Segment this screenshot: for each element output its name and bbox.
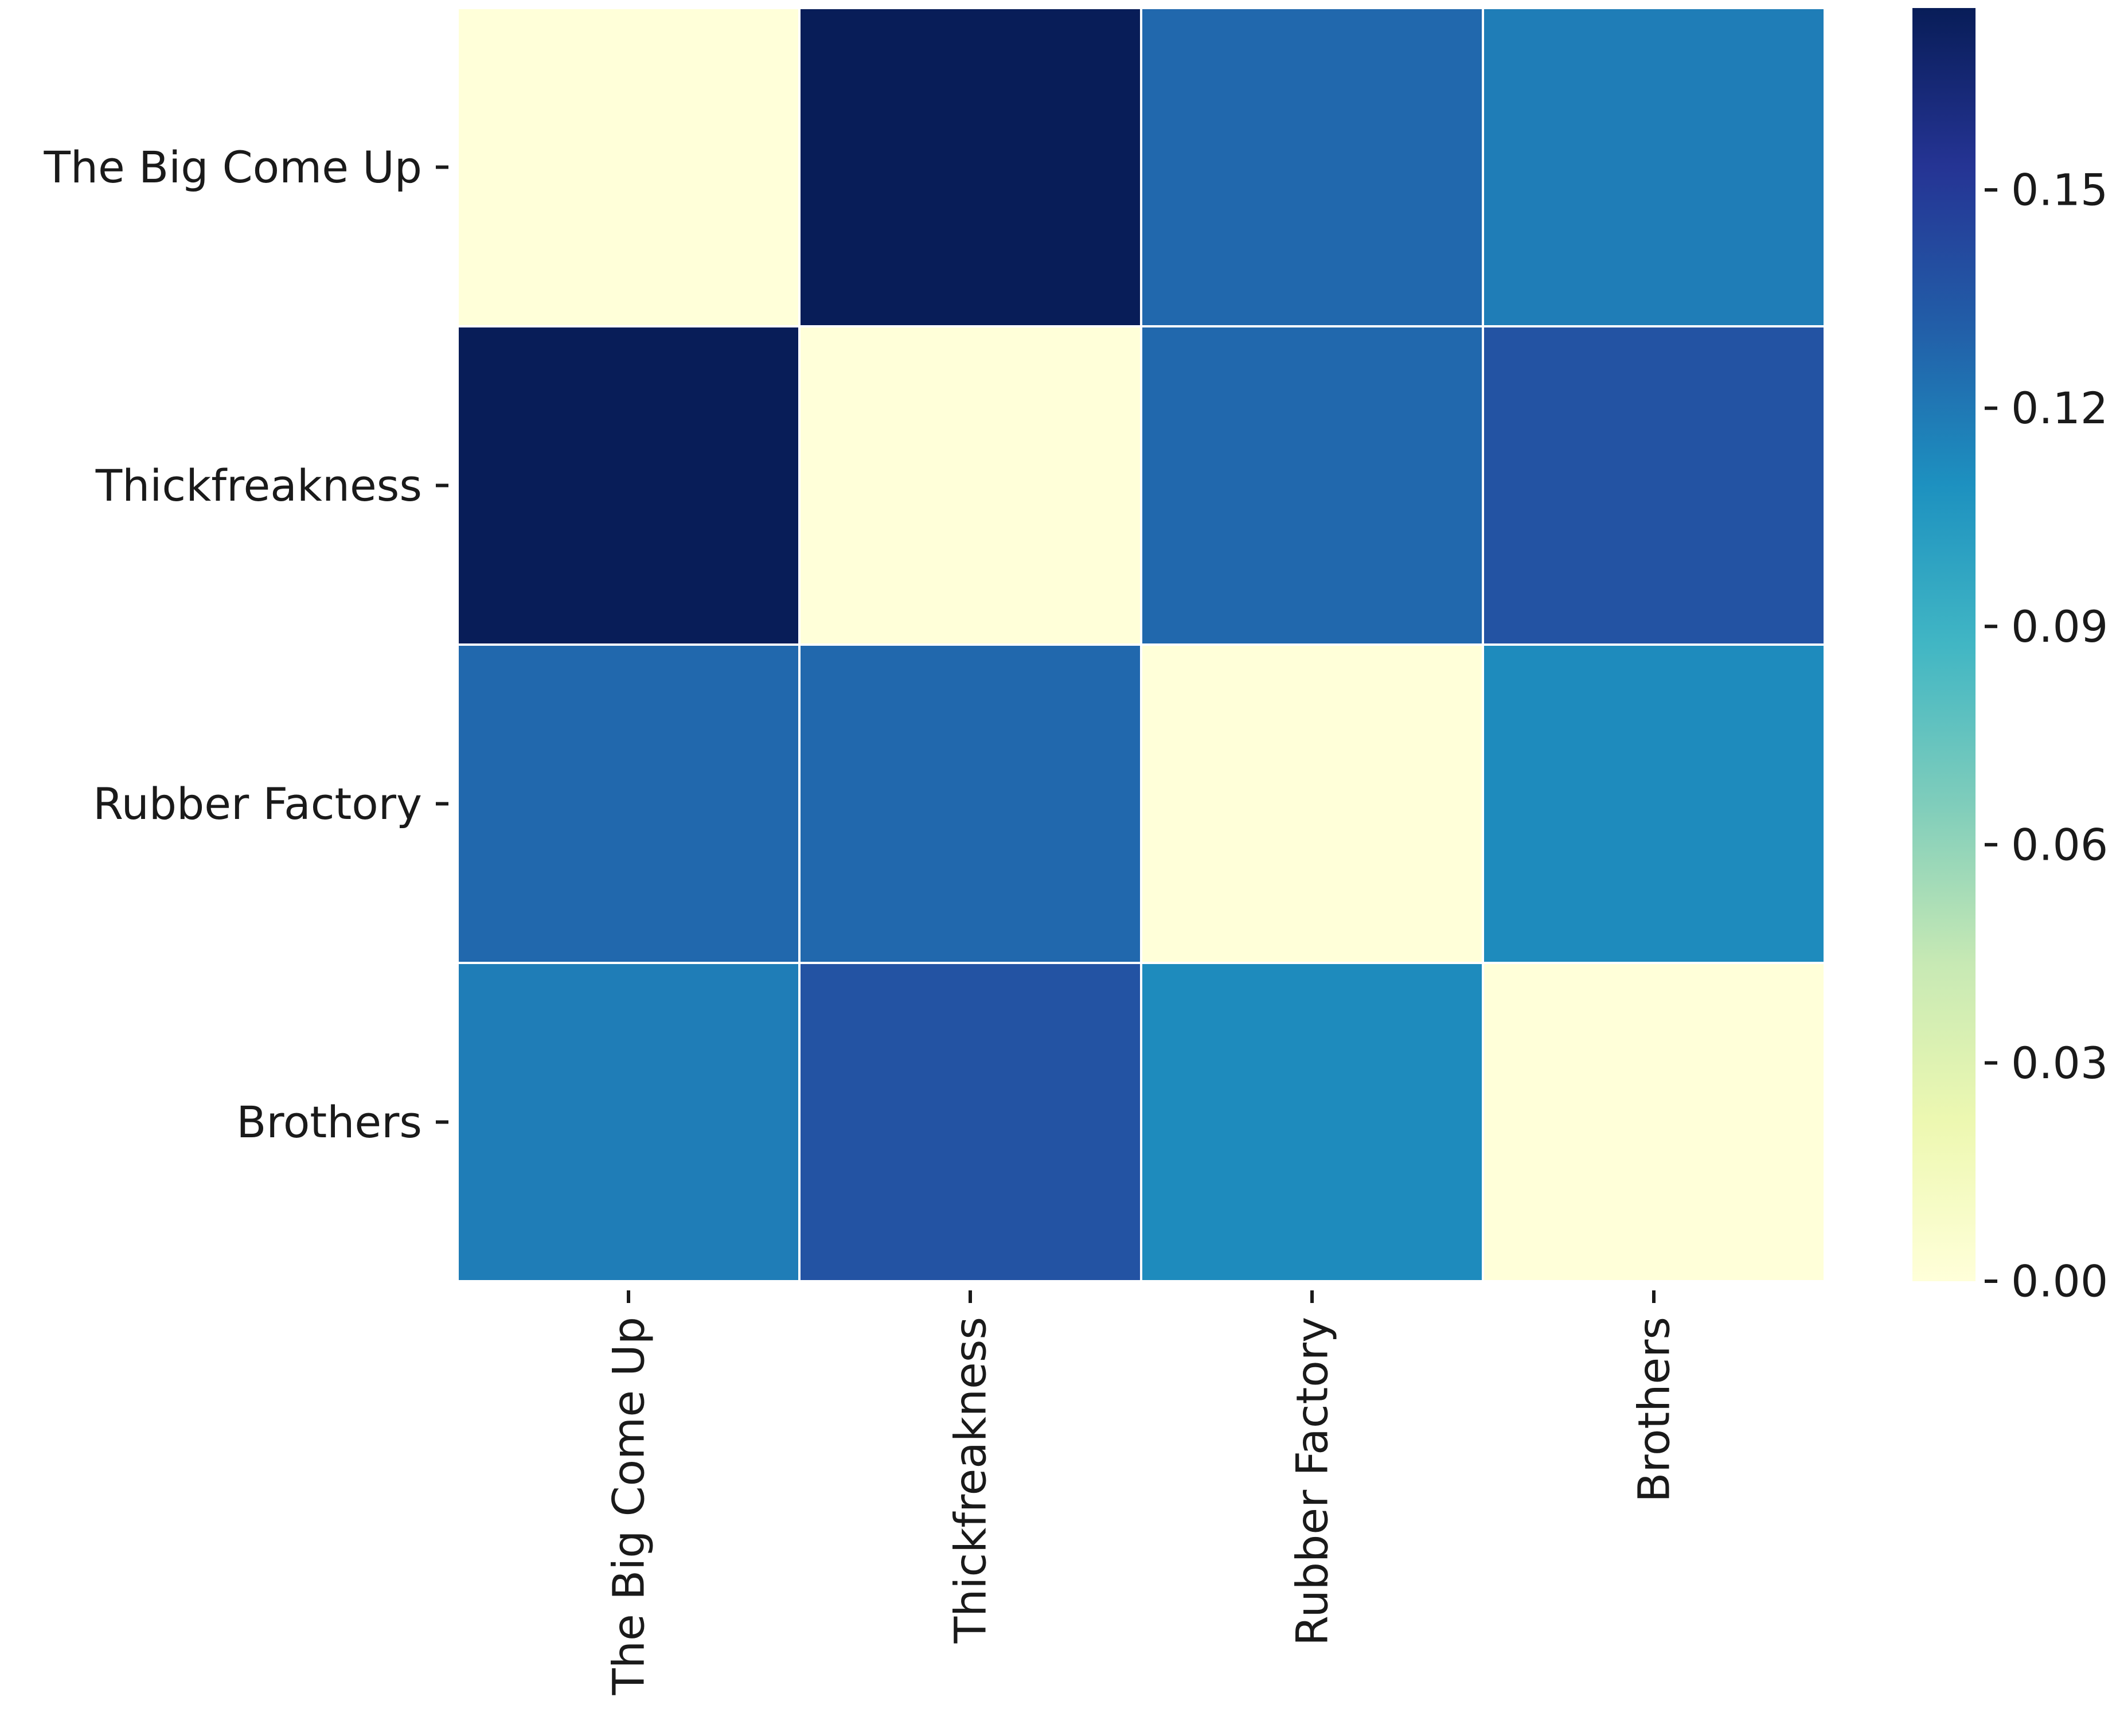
colorbar-tick-label: 0.09 [2011,601,2108,652]
colorbar-tick-label: 0.15 [2011,165,2108,216]
colorbar-tick-label: 0.03 [2011,1037,2108,1089]
y-tick-label: Thickfreakness [95,460,422,511]
y-tick-label: The Big Come Up [43,142,422,193]
heatmap-cell [798,325,1142,646]
x-tick-label: Thickfreakness [945,1317,996,1644]
heatmap-cell [1482,962,1826,1282]
heatmap-cell [798,643,1142,964]
y-tick-label: Brothers [236,1097,422,1148]
x-axis: The Big Come Up Thickfreakness Rubber Fact… [603,1290,1680,1696]
heatmap-cell [456,643,801,964]
x-tick-label: Brothers [1629,1317,1680,1503]
x-tick-label: Rubber Factory [1287,1317,1338,1646]
heatmap-cell [1140,325,1484,646]
heatmap-cell [1140,7,1484,327]
colorbar-axis: 0.00 0.03 0.06 0.09 0.12 0.15 [1985,165,2108,1307]
heatmap-cell [456,962,801,1282]
colorbar-tick-label: 0.06 [2011,819,2108,870]
heatmap-cell [1482,643,1826,964]
colorbar-tick-label: 0.12 [2011,383,2108,434]
heatmap-cell [1482,325,1826,646]
heatmap-cell [1140,962,1484,1282]
x-tick-label: The Big Come Up [603,1317,654,1696]
colorbar-tick-label: 0.00 [2011,1256,2108,1307]
heatmap-cell [798,7,1142,327]
colorbar [1912,8,1976,1281]
y-axis: The Big Come Up Thickfreakness Rubber Fact… [43,142,448,1148]
heatmap-cell [1140,643,1484,964]
heatmap-cell [456,7,801,327]
heatmap-cell [456,325,801,646]
heatmap-cell [798,962,1142,1282]
y-tick-label: Rubber Factory [93,778,422,829]
heatmap-cell [1482,7,1826,327]
heatmap-cells [456,7,1826,1282]
